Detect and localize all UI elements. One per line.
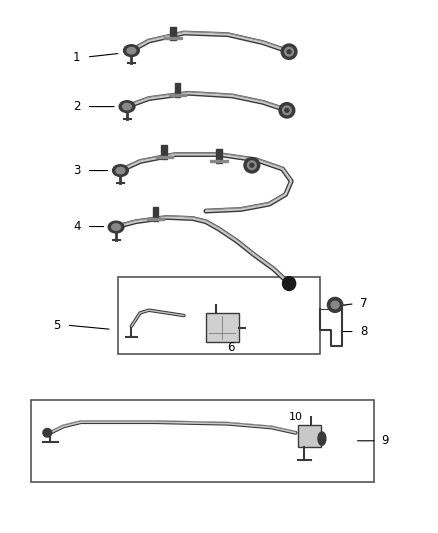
Ellipse shape (119, 101, 135, 112)
Bar (164, 37, 181, 39)
Bar (170, 27, 176, 41)
Bar (31, 400, 374, 482)
Bar (206, 313, 239, 342)
Text: 10: 10 (289, 412, 303, 422)
Text: 2: 2 (73, 100, 81, 113)
Bar (152, 207, 159, 221)
Ellipse shape (244, 158, 260, 173)
Text: 6: 6 (227, 341, 235, 354)
Text: 1: 1 (73, 51, 81, 63)
Text: 7: 7 (360, 297, 367, 310)
Bar (169, 94, 186, 96)
Ellipse shape (281, 44, 297, 59)
Ellipse shape (108, 221, 124, 233)
Text: 9: 9 (381, 434, 389, 447)
Ellipse shape (113, 165, 128, 176)
Text: 5: 5 (53, 319, 60, 332)
Ellipse shape (127, 47, 136, 54)
Bar (161, 145, 167, 159)
Ellipse shape (43, 429, 52, 437)
Ellipse shape (250, 163, 254, 167)
Ellipse shape (327, 297, 343, 312)
Bar (147, 218, 164, 220)
Text: 8: 8 (360, 325, 367, 338)
Ellipse shape (331, 301, 339, 309)
Ellipse shape (124, 45, 139, 56)
Ellipse shape (285, 47, 293, 56)
Bar (118, 277, 320, 354)
Ellipse shape (318, 432, 326, 446)
Bar (210, 160, 228, 162)
Ellipse shape (112, 224, 120, 230)
Bar (174, 83, 180, 97)
Ellipse shape (279, 103, 295, 118)
Bar (156, 156, 173, 158)
Bar (216, 149, 222, 163)
Ellipse shape (283, 277, 296, 290)
Ellipse shape (247, 161, 256, 169)
Ellipse shape (287, 50, 291, 54)
Bar (298, 425, 321, 447)
Ellipse shape (283, 106, 291, 115)
Ellipse shape (116, 167, 125, 174)
Ellipse shape (285, 108, 289, 112)
Text: 3: 3 (73, 164, 80, 177)
Ellipse shape (123, 103, 131, 110)
Text: 4: 4 (73, 220, 81, 233)
